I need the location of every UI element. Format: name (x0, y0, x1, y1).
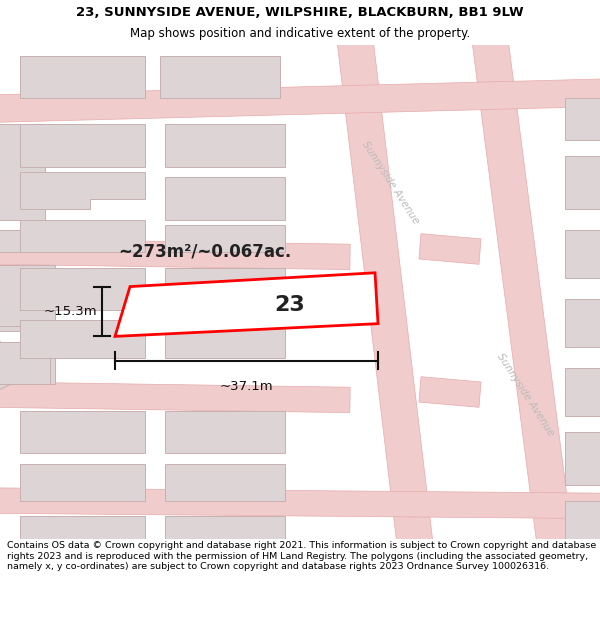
Polygon shape (20, 411, 145, 453)
Polygon shape (165, 321, 285, 357)
Polygon shape (565, 432, 600, 485)
Polygon shape (20, 220, 145, 252)
Text: ~15.3m: ~15.3m (43, 305, 97, 318)
Text: Map shows position and indicative extent of the property.: Map shows position and indicative extent… (130, 28, 470, 40)
Polygon shape (165, 177, 285, 220)
Polygon shape (419, 234, 481, 264)
Text: Sunnyside Avenue: Sunnyside Avenue (494, 351, 556, 438)
Polygon shape (165, 464, 285, 501)
Polygon shape (337, 38, 433, 546)
Polygon shape (165, 124, 285, 167)
Polygon shape (165, 225, 285, 252)
Text: Sunnyside Avenue: Sunnyside Avenue (359, 139, 421, 226)
Polygon shape (0, 342, 55, 384)
Polygon shape (0, 266, 55, 326)
Polygon shape (419, 377, 481, 408)
Polygon shape (20, 516, 145, 543)
Polygon shape (165, 268, 285, 310)
Polygon shape (565, 156, 600, 209)
Text: 23: 23 (274, 295, 305, 315)
Polygon shape (0, 231, 70, 252)
Polygon shape (0, 79, 600, 122)
Polygon shape (20, 464, 145, 501)
Polygon shape (565, 501, 600, 543)
Polygon shape (0, 239, 350, 269)
Polygon shape (0, 342, 45, 389)
Text: ~37.1m: ~37.1m (220, 380, 274, 393)
Polygon shape (0, 342, 50, 384)
Polygon shape (165, 516, 285, 543)
Polygon shape (565, 368, 600, 416)
Polygon shape (160, 56, 280, 98)
Text: ~273m²/~0.067ac.: ~273m²/~0.067ac. (118, 242, 291, 261)
Polygon shape (20, 321, 145, 357)
Polygon shape (115, 272, 378, 336)
Polygon shape (565, 98, 600, 141)
Text: Contains OS data © Crown copyright and database right 2021. This information is : Contains OS data © Crown copyright and d… (7, 541, 596, 571)
Text: 23, SUNNYSIDE AVENUE, WILPSHIRE, BLACKBURN, BB1 9LW: 23, SUNNYSIDE AVENUE, WILPSHIRE, BLACKBU… (76, 6, 524, 19)
Polygon shape (20, 56, 145, 98)
Polygon shape (472, 37, 573, 547)
Polygon shape (20, 124, 145, 167)
Polygon shape (565, 299, 600, 347)
Polygon shape (0, 268, 55, 331)
Polygon shape (0, 124, 90, 220)
Polygon shape (20, 172, 145, 209)
Polygon shape (165, 411, 285, 453)
Polygon shape (0, 382, 350, 412)
Polygon shape (0, 488, 600, 519)
Polygon shape (20, 268, 145, 310)
Polygon shape (565, 231, 600, 278)
